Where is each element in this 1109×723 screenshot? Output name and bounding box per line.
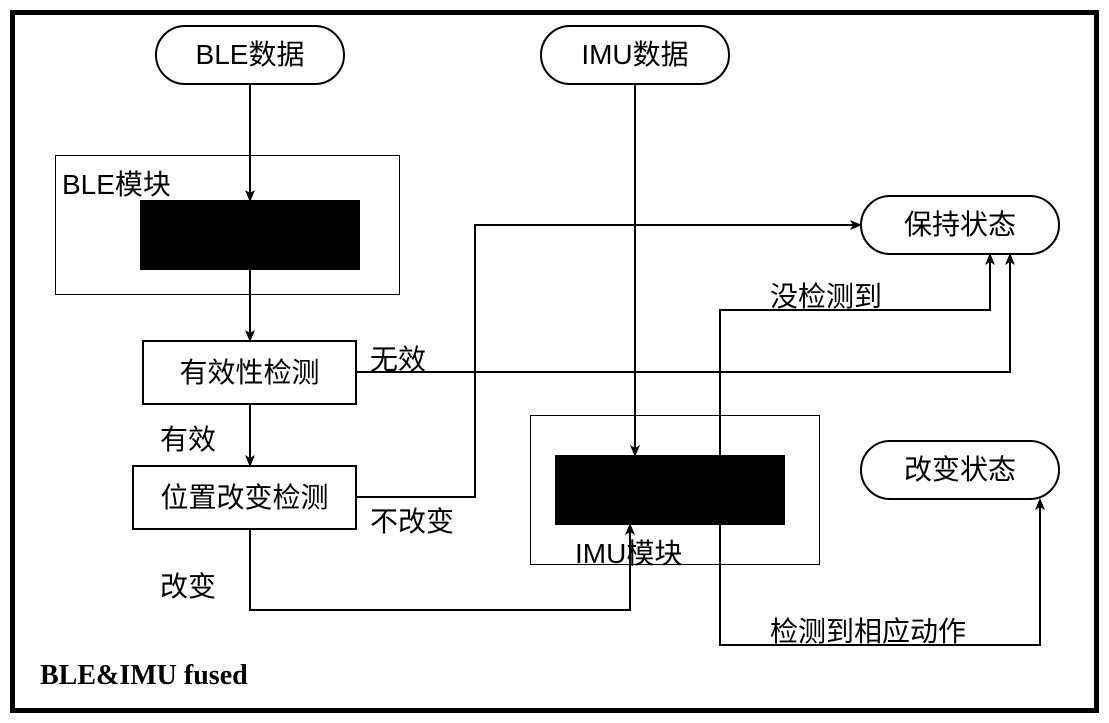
keep-state-label: 保持状态 — [904, 208, 1016, 242]
ble-data-node: BLE数据 — [155, 25, 345, 85]
imu-data-node: IMU数据 — [540, 25, 730, 85]
validity-label: 有效性检测 — [179, 356, 319, 390]
edge-label-detected: 检测到相应动作 — [770, 610, 966, 650]
edge-label-not-detect: 没检测到 — [770, 275, 882, 315]
edge-label-valid: 有效 — [160, 418, 216, 458]
change-state-node: 改变状态 — [860, 440, 1060, 500]
fused-title: BLE&IMU fused — [40, 660, 248, 692]
ble-data-label: BLE数据 — [196, 38, 305, 72]
ble-module-label: BLE模块 — [62, 163, 171, 203]
edge-label-invalid: 无效 — [370, 338, 426, 378]
imu-data-label: IMU数据 — [581, 38, 688, 72]
validity-node: 有效性检测 — [142, 340, 357, 405]
edge-label-change: 改变 — [160, 565, 216, 605]
pos-change-label: 位置改变检测 — [160, 481, 328, 515]
ble-black-box — [140, 200, 360, 270]
imu-black-box — [555, 455, 785, 525]
change-state-label: 改变状态 — [904, 453, 1016, 487]
imu-module-label: IMU模块 — [575, 532, 682, 572]
edge-label-no-change: 不改变 — [370, 500, 454, 540]
keep-state-node: 保持状态 — [860, 195, 1060, 255]
pos-change-node: 位置改变检测 — [132, 465, 357, 530]
